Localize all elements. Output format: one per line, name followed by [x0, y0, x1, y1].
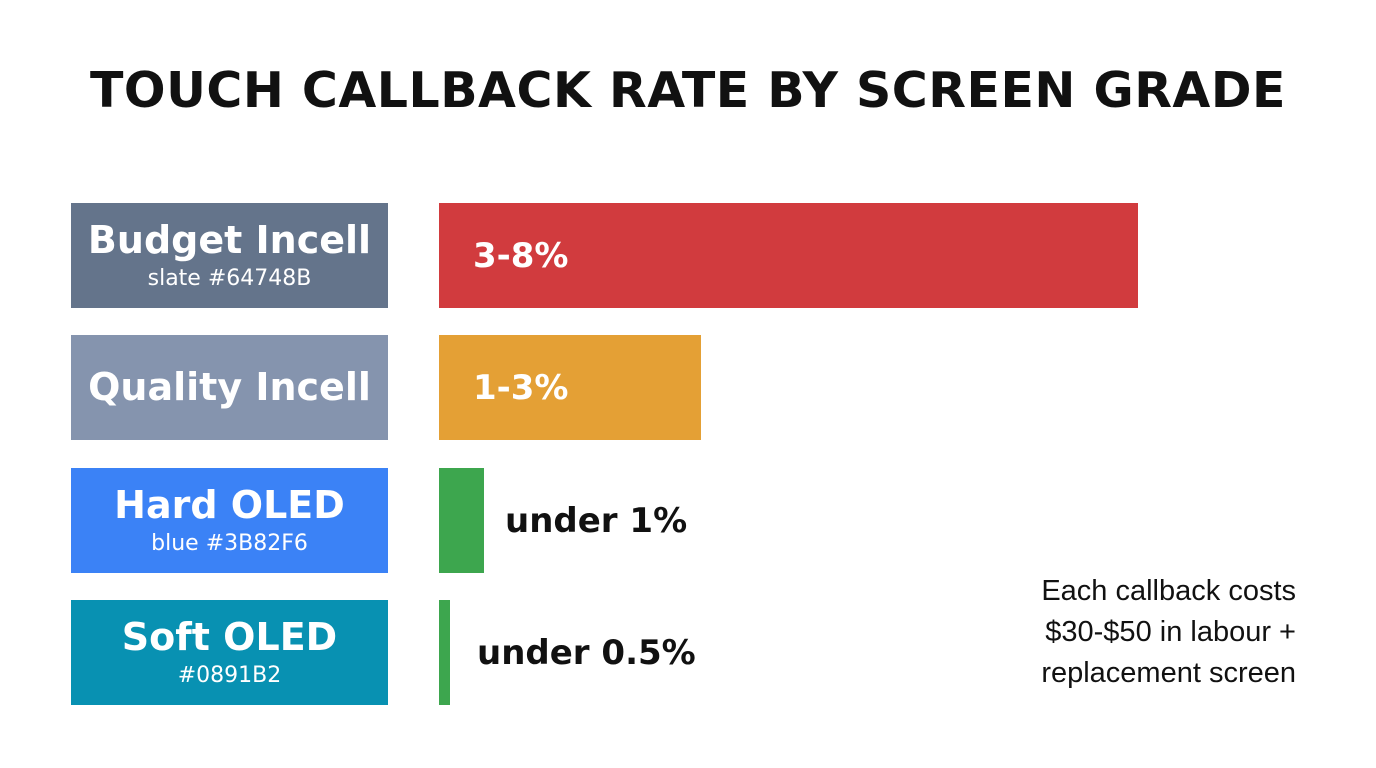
category-sublabel: #0891B2 [177, 662, 282, 688]
category-label-box: Soft OLED #0891B2 [71, 600, 388, 705]
category-sublabel: blue #3B82F6 [151, 530, 308, 556]
bar-value-label: 1-3% [473, 367, 569, 408]
category-label-box: Quality Incell [71, 335, 388, 440]
bar [439, 335, 702, 440]
note-line-3: replacement screen [1041, 657, 1296, 689]
category-label: Budget Incell [87, 217, 372, 262]
category-label-box: Budget Incell slate #64748B [71, 203, 388, 308]
bar-value-label: under 1% [505, 500, 688, 541]
note-line-2: $30-$50 in labour + [1045, 616, 1296, 648]
bar-value-label: 3-8% [473, 235, 569, 276]
category-label: Soft OLED [121, 614, 338, 659]
category-label: Hard OLED [114, 482, 345, 527]
callback-cost-note: Each callback costs $30-$50 in labour + … [966, 571, 1296, 694]
category-sublabel: slate #64748B [147, 265, 312, 291]
bar [439, 600, 450, 705]
category-label: Quality Incell [88, 364, 371, 409]
note-line-1: Each callback costs [1041, 575, 1296, 607]
bar [439, 203, 1138, 308]
bar [439, 468, 484, 573]
category-label-box: Hard OLED blue #3B82F6 [71, 468, 388, 573]
chart-title: TOUCH CALLBACK RATE BY SCREEN GRADE [89, 62, 1286, 119]
bar-value-label: under 0.5% [477, 632, 696, 673]
